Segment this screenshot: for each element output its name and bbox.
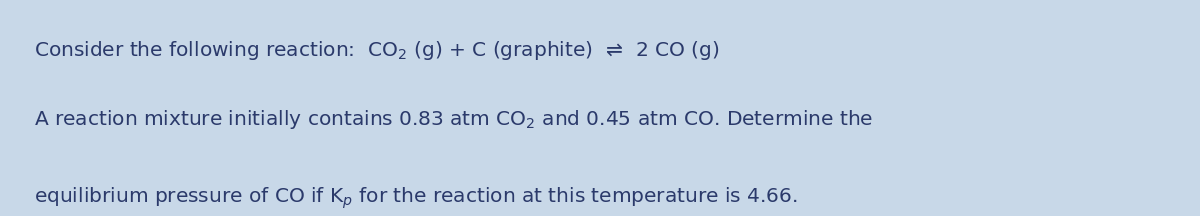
- Text: equilibrium pressure of CO if K$_p$ for the reaction at this temperature is 4.66: equilibrium pressure of CO if K$_p$ for …: [34, 186, 798, 211]
- Text: Consider the following reaction:  CO$_2$ (g) + C (graphite)  ⇌  2 CO (g): Consider the following reaction: CO$_2$ …: [34, 39, 719, 62]
- Text: A reaction mixture initially contains 0.83 atm CO$_2$ and 0.45 atm CO. Determine: A reaction mixture initially contains 0.…: [34, 108, 872, 131]
